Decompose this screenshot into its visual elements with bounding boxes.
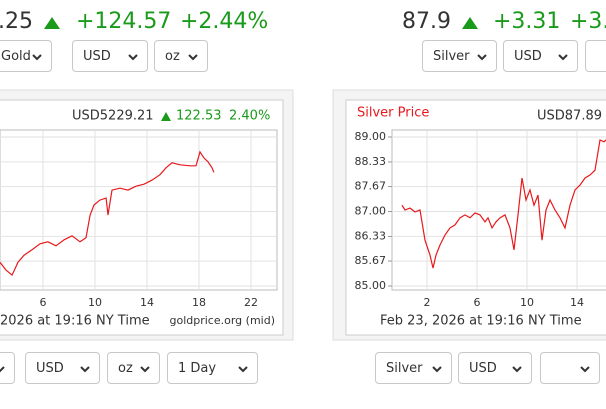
- dropdown[interactable]: USD: [72, 40, 148, 72]
- dropdown[interactable]: Silver: [375, 352, 452, 384]
- y-tick-label: 86.33: [355, 229, 387, 242]
- x-tick-label: 2: [424, 296, 431, 309]
- plot-area: [391, 129, 606, 291]
- price-line: [0, 150, 215, 277]
- chevron: [188, 54, 198, 61]
- chevron: [512, 366, 522, 373]
- change: +3.31: [493, 9, 560, 34]
- up-arrow: [44, 17, 60, 29]
- chevron: [32, 54, 42, 61]
- plot-area: [0, 129, 278, 291]
- header-change: 122.53: [176, 109, 222, 124]
- change: +124.57: [76, 9, 171, 34]
- dropdown-text: Gold: [1, 49, 31, 64]
- y-tick-label: 89.00: [355, 130, 387, 143]
- dropdown[interactable]: USD: [503, 40, 578, 72]
- price-line: [401, 139, 606, 269]
- dropdown[interactable]: USD: [458, 352, 532, 384]
- dropdown-text: Silver: [386, 361, 423, 376]
- x-tick-label: 18: [192, 296, 206, 309]
- footer: 2026 at 19:16 NY Time: [0, 314, 150, 329]
- dropdown-text: 1 Day: [178, 361, 217, 376]
- dropdown[interactable]: 1 Day: [167, 352, 258, 384]
- chevron: [140, 366, 150, 373]
- dropdown-text: USD: [514, 49, 542, 64]
- dropdown-text: USD: [469, 361, 497, 376]
- price: .25: [0, 9, 33, 34]
- dropdown[interactable]: [540, 352, 600, 384]
- dropdown[interactable]: [0, 352, 15, 384]
- x-tick-label: 22: [244, 296, 258, 309]
- change-pct: +2.44%: [180, 9, 268, 34]
- chevron: [128, 54, 138, 61]
- y-tick-label: 87.00: [355, 205, 387, 218]
- chevron: [80, 366, 90, 373]
- y-tick-label: 85.67: [355, 254, 387, 267]
- chevron: [477, 54, 487, 61]
- chevron: [238, 366, 248, 373]
- x-tick-label: 14: [140, 296, 154, 309]
- chevron: [0, 366, 5, 373]
- chart-header: USD5229.21: [72, 109, 154, 124]
- x-tick-label: 14: [570, 296, 584, 309]
- dropdown[interactable]: Silver: [422, 40, 497, 72]
- price: 87.9: [402, 9, 451, 34]
- x-tick-label: 6: [474, 296, 481, 309]
- footer-source: goldprice.org (mid): [170, 314, 276, 327]
- chart-title: Silver Price: [357, 106, 429, 121]
- dropdown-text: Silver: [433, 49, 470, 64]
- footer: Feb 23, 2026 at 19:16 NY Time: [380, 314, 582, 329]
- chevron: [558, 54, 568, 61]
- x-tick-label: 6: [40, 296, 47, 309]
- change-pct: +3.3: [570, 9, 606, 34]
- dropdown[interactable]: [585, 40, 606, 72]
- x-tick-label: 10: [88, 296, 102, 309]
- y-tick-label: 88.33: [355, 155, 387, 168]
- y-tick-label: 87.67: [355, 180, 387, 193]
- x-tick-label: 10: [520, 296, 534, 309]
- dropdown-text: USD: [36, 361, 64, 376]
- y-tick-label: 85.00: [355, 279, 387, 292]
- top-bar: .25 +124.57 +2.44% 87.9 +3.31 +3.3: [0, 9, 606, 34]
- dropdown[interactable]: oz: [107, 352, 160, 384]
- dropdown-text: USD: [83, 49, 111, 64]
- up-arrow: [462, 17, 478, 29]
- dropdown[interactable]: oz: [154, 40, 208, 72]
- dropdown-text: oz: [165, 49, 180, 64]
- dropdown-text: oz: [118, 361, 133, 376]
- chevron: [580, 366, 590, 373]
- up-arrow: [161, 112, 171, 121]
- header-change-pct: 2.40%: [229, 109, 270, 124]
- dropdown[interactable]: USD: [25, 352, 100, 384]
- chart-header: USD87.89: [537, 109, 602, 124]
- dropdown[interactable]: Gold: [0, 40, 52, 72]
- chevron: [432, 366, 442, 373]
